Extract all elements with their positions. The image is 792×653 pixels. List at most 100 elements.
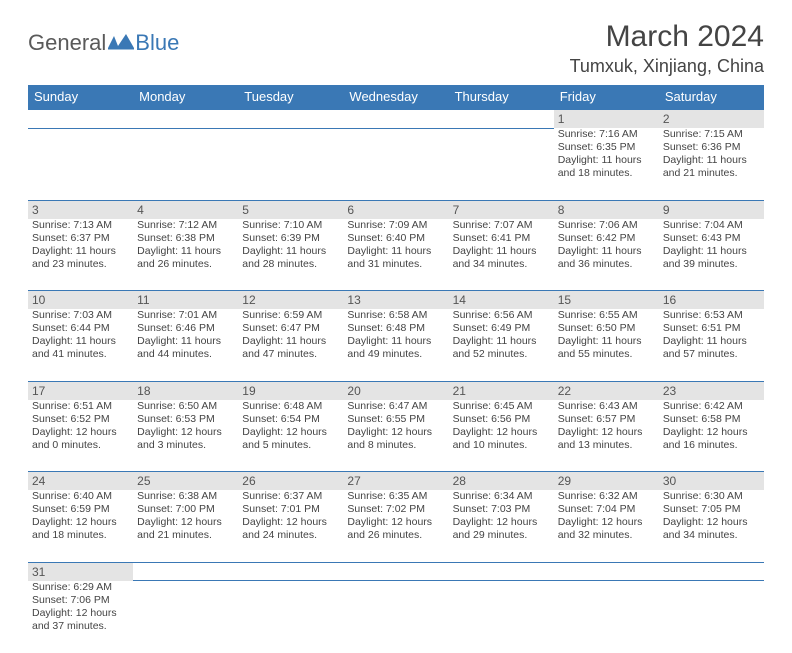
day-number: 3 <box>28 200 133 219</box>
sunset-text: Sunset: 6:58 PM <box>663 413 760 426</box>
sunrise-text: Sunrise: 6:56 AM <box>453 309 550 322</box>
day-cell <box>238 581 343 653</box>
daylight-text: Daylight: 12 hours and 13 minutes. <box>558 426 655 452</box>
daylight-text: Daylight: 11 hours and 31 minutes. <box>347 245 444 271</box>
day-cell: Sunrise: 6:48 AMSunset: 6:54 PMDaylight:… <box>238 400 343 472</box>
sunset-text: Sunset: 6:59 PM <box>32 503 129 516</box>
title-block: March 2024 Tumxuk, Xinjiang, China <box>570 20 764 77</box>
sunrise-text: Sunrise: 7:13 AM <box>32 219 129 232</box>
daylight-text: Daylight: 12 hours and 5 minutes. <box>242 426 339 452</box>
day-cell: Sunrise: 6:45 AMSunset: 6:56 PMDaylight:… <box>449 400 554 472</box>
sunrise-text: Sunrise: 6:30 AM <box>663 490 760 503</box>
day-header: Sunday <box>28 85 133 109</box>
day-cell: Sunrise: 7:16 AMSunset: 6:35 PMDaylight:… <box>554 128 659 200</box>
sunset-text: Sunset: 6:46 PM <box>137 322 234 335</box>
day-number: 25 <box>133 472 238 491</box>
calendar-body: 12Sunrise: 7:16 AMSunset: 6:35 PMDayligh… <box>28 109 764 653</box>
day-number-row: 10111213141516 <box>28 291 764 310</box>
sunrise-text: Sunrise: 7:04 AM <box>663 219 760 232</box>
daylight-text: Daylight: 11 hours and 28 minutes. <box>242 245 339 271</box>
day-number <box>343 562 448 581</box>
sunrise-text: Sunrise: 6:58 AM <box>347 309 444 322</box>
daylight-text: Daylight: 12 hours and 37 minutes. <box>32 607 129 633</box>
sunset-text: Sunset: 7:05 PM <box>663 503 760 516</box>
sunset-text: Sunset: 6:35 PM <box>558 141 655 154</box>
day-number: 24 <box>28 472 133 491</box>
sunset-text: Sunset: 6:50 PM <box>558 322 655 335</box>
day-cell: Sunrise: 7:12 AMSunset: 6:38 PMDaylight:… <box>133 219 238 291</box>
sunrise-text: Sunrise: 7:01 AM <box>137 309 234 322</box>
day-cell: Sunrise: 6:32 AMSunset: 7:04 PMDaylight:… <box>554 490 659 562</box>
day-cell <box>449 581 554 653</box>
sunset-text: Sunset: 6:52 PM <box>32 413 129 426</box>
day-number <box>343 109 448 128</box>
week-row: Sunrise: 6:29 AMSunset: 7:06 PMDaylight:… <box>28 581 764 653</box>
header: General Blue March 2024 Tumxuk, Xinjiang… <box>28 20 764 77</box>
sunrise-text: Sunrise: 6:37 AM <box>242 490 339 503</box>
day-cell: Sunrise: 6:35 AMSunset: 7:02 PMDaylight:… <box>343 490 448 562</box>
day-number <box>449 562 554 581</box>
daylight-text: Daylight: 12 hours and 18 minutes. <box>32 516 129 542</box>
day-header-row: SundayMondayTuesdayWednesdayThursdayFrid… <box>28 85 764 109</box>
day-number-row: 31 <box>28 562 764 581</box>
sunrise-text: Sunrise: 7:10 AM <box>242 219 339 232</box>
day-cell <box>343 128 448 200</box>
day-cell: Sunrise: 6:59 AMSunset: 6:47 PMDaylight:… <box>238 309 343 381</box>
sunrise-text: Sunrise: 7:12 AM <box>137 219 234 232</box>
day-number <box>133 109 238 128</box>
day-number: 28 <box>449 472 554 491</box>
day-number: 30 <box>659 472 764 491</box>
day-number: 31 <box>28 562 133 581</box>
sunrise-text: Sunrise: 7:07 AM <box>453 219 550 232</box>
sunset-text: Sunset: 6:42 PM <box>558 232 655 245</box>
day-number-row: 12 <box>28 109 764 128</box>
sunrise-text: Sunrise: 7:09 AM <box>347 219 444 232</box>
day-cell: Sunrise: 6:29 AMSunset: 7:06 PMDaylight:… <box>28 581 133 653</box>
sunset-text: Sunset: 6:36 PM <box>663 141 760 154</box>
day-cell: Sunrise: 6:55 AMSunset: 6:50 PMDaylight:… <box>554 309 659 381</box>
sunset-text: Sunset: 6:37 PM <box>32 232 129 245</box>
day-number: 11 <box>133 291 238 310</box>
sunset-text: Sunset: 6:48 PM <box>347 322 444 335</box>
day-cell: Sunrise: 6:47 AMSunset: 6:55 PMDaylight:… <box>343 400 448 472</box>
day-cell: Sunrise: 6:56 AMSunset: 6:49 PMDaylight:… <box>449 309 554 381</box>
day-header: Friday <box>554 85 659 109</box>
day-cell: Sunrise: 6:53 AMSunset: 6:51 PMDaylight:… <box>659 309 764 381</box>
sunset-text: Sunset: 6:55 PM <box>347 413 444 426</box>
daylight-text: Daylight: 12 hours and 3 minutes. <box>137 426 234 452</box>
day-number <box>238 562 343 581</box>
logo: General Blue <box>28 30 179 56</box>
sunset-text: Sunset: 7:01 PM <box>242 503 339 516</box>
daylight-text: Daylight: 11 hours and 39 minutes. <box>663 245 760 271</box>
day-number: 8 <box>554 200 659 219</box>
sunrise-text: Sunrise: 6:47 AM <box>347 400 444 413</box>
sunset-text: Sunset: 6:57 PM <box>558 413 655 426</box>
daylight-text: Daylight: 11 hours and 47 minutes. <box>242 335 339 361</box>
location: Tumxuk, Xinjiang, China <box>570 56 764 77</box>
daylight-text: Daylight: 12 hours and 32 minutes. <box>558 516 655 542</box>
sunset-text: Sunset: 6:39 PM <box>242 232 339 245</box>
sunset-text: Sunset: 7:03 PM <box>453 503 550 516</box>
sunset-text: Sunset: 6:56 PM <box>453 413 550 426</box>
day-number: 4 <box>133 200 238 219</box>
daylight-text: Daylight: 11 hours and 52 minutes. <box>453 335 550 361</box>
day-number-row: 24252627282930 <box>28 472 764 491</box>
day-cell: Sunrise: 6:58 AMSunset: 6:48 PMDaylight:… <box>343 309 448 381</box>
day-number <box>659 562 764 581</box>
day-number: 10 <box>28 291 133 310</box>
week-row: Sunrise: 6:40 AMSunset: 6:59 PMDaylight:… <box>28 490 764 562</box>
daylight-text: Daylight: 11 hours and 49 minutes. <box>347 335 444 361</box>
day-cell: Sunrise: 7:01 AMSunset: 6:46 PMDaylight:… <box>133 309 238 381</box>
daylight-text: Daylight: 12 hours and 8 minutes. <box>347 426 444 452</box>
day-cell <box>28 128 133 200</box>
daylight-text: Daylight: 11 hours and 36 minutes. <box>558 245 655 271</box>
daylight-text: Daylight: 11 hours and 26 minutes. <box>137 245 234 271</box>
day-cell <box>133 581 238 653</box>
day-cell <box>238 128 343 200</box>
day-header: Thursday <box>449 85 554 109</box>
sunrise-text: Sunrise: 7:03 AM <box>32 309 129 322</box>
day-header: Wednesday <box>343 85 448 109</box>
day-number <box>238 109 343 128</box>
sunset-text: Sunset: 6:41 PM <box>453 232 550 245</box>
daylight-text: Daylight: 12 hours and 34 minutes. <box>663 516 760 542</box>
